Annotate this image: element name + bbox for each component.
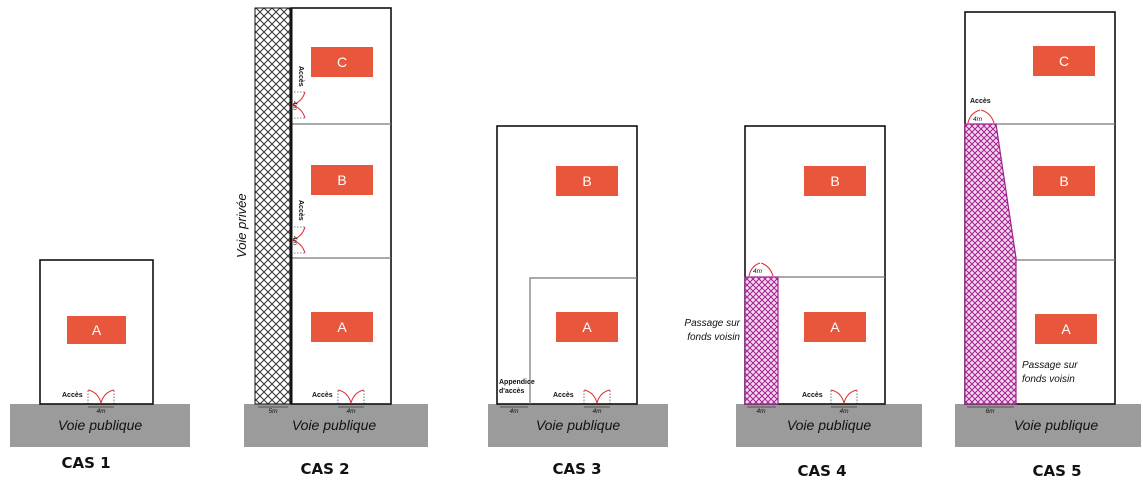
width-label: 4m <box>291 236 298 246</box>
access-label: Accès <box>802 392 823 399</box>
passage-label-line1: Passage sur <box>684 318 740 329</box>
access-label: Accès <box>297 200 304 221</box>
lot-box-a <box>67 316 126 344</box>
case-5: Voie publique C B A Accès 4m Passage sur… <box>955 11 1141 480</box>
case-label: CAS 3 <box>552 460 601 478</box>
width-label: 4m <box>973 116 983 123</box>
access-label: Accès <box>297 66 304 87</box>
lot-label-c: C <box>1059 53 1069 69</box>
width-label: 4m <box>753 268 763 275</box>
passage-label-line2: fonds voisin <box>687 332 740 343</box>
case-4: Voie publique B A 4m Passage sur fonds v… <box>684 125 922 480</box>
lot-box-a <box>311 312 373 342</box>
width-label: 4m <box>756 408 766 415</box>
width-label: 4m <box>592 408 602 415</box>
case-label: CAS 5 <box>1032 462 1081 480</box>
access-label: Accès <box>970 98 991 105</box>
public-road <box>736 404 922 447</box>
public-road <box>10 404 190 447</box>
lot-label-a: A <box>582 319 592 335</box>
lot-label-c: C <box>337 54 347 70</box>
lot-label-a: A <box>1061 321 1071 337</box>
lot-box-b <box>804 166 866 196</box>
lot-label-b: B <box>582 173 591 189</box>
door-icon <box>87 389 115 404</box>
door-icon <box>967 109 995 124</box>
lot-label-b: B <box>1059 173 1068 189</box>
width-label: 6m <box>985 408 995 415</box>
width-label: 4m <box>96 408 106 415</box>
public-road-label: Voie publique <box>787 417 872 433</box>
width-label: 4m <box>509 408 519 415</box>
door-icon <box>748 262 774 277</box>
width-label: 4m <box>291 101 298 111</box>
private-road <box>254 7 292 405</box>
door-icon <box>830 389 858 404</box>
access-appendix-outline <box>529 277 637 404</box>
public-road <box>955 404 1141 447</box>
width-label: 4m <box>346 408 356 415</box>
case-3: Voie publique B A Appendice d'accès 4m A… <box>488 125 668 478</box>
public-road-label: Voie publique <box>536 417 621 433</box>
case-1: Voie publique A Accès 4m CAS 1 <box>10 259 190 472</box>
lot-label-a: A <box>92 322 102 338</box>
passage-label-line1: Passage sur <box>1022 360 1078 371</box>
case-label: CAS 1 <box>61 454 110 472</box>
door-icon <box>337 389 365 404</box>
lot-box-b <box>1033 166 1095 196</box>
lot-box-a <box>556 312 618 342</box>
case-label: CAS 2 <box>300 460 349 478</box>
case-label: CAS 4 <box>797 462 846 480</box>
door-icon <box>291 91 306 119</box>
lot-box-a <box>1035 314 1097 344</box>
access-label: Accès <box>312 392 333 399</box>
passage-label-line2: fonds voisin <box>1022 374 1075 385</box>
door-icon <box>291 226 306 254</box>
appendix-label-line2: d'accès <box>499 388 525 395</box>
access-label: Accès <box>62 392 83 399</box>
private-road-label: Voie privée <box>234 193 249 258</box>
private-road-width-label: 5m <box>268 408 278 415</box>
lot-label-a: A <box>337 319 347 335</box>
public-road <box>244 404 428 447</box>
lot-label-b: B <box>830 173 839 189</box>
lot-box-b <box>311 165 373 195</box>
access-label: Accès <box>553 392 574 399</box>
public-road-label: Voie publique <box>58 417 143 433</box>
lot-label-a: A <box>830 319 840 335</box>
door-icon <box>583 389 611 404</box>
lot-label-b: B <box>337 172 346 188</box>
width-label: 4m <box>839 408 849 415</box>
lot-box-b <box>556 166 618 196</box>
case-2: Voie publique Voie privée 5m C B A Accès… <box>234 7 428 478</box>
public-road <box>488 404 668 447</box>
appendix-label-line1: Appendice <box>499 379 535 386</box>
lot-box-c <box>311 47 373 77</box>
lot-box-c <box>1033 46 1095 76</box>
public-road-label: Voie publique <box>292 417 377 433</box>
neighbor-passage <box>744 276 779 405</box>
lot-box-a <box>804 312 866 342</box>
public-road-label: Voie publique <box>1014 417 1099 433</box>
neighbor-passage <box>964 123 1017 405</box>
